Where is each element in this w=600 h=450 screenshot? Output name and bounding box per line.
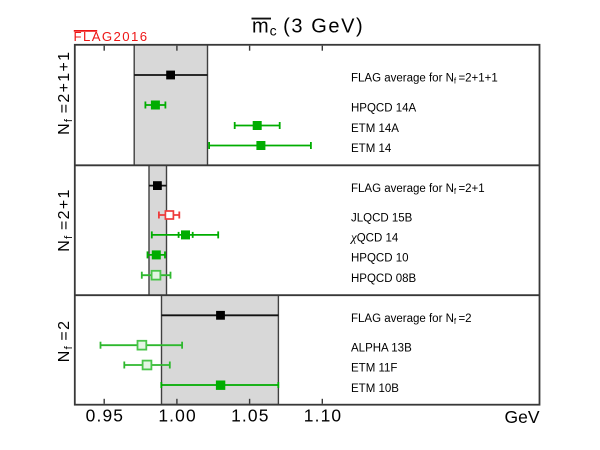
svg-text:Nf =2+1: Nf =2+1	[56, 188, 75, 251]
svg-text:GeV: GeV	[504, 407, 539, 427]
svg-text:0.95: 0.95	[86, 406, 124, 426]
svg-text:Nf =2: Nf =2	[56, 320, 75, 363]
svg-text:mc (3 GeV): mc (3 GeV)	[252, 16, 364, 39]
svg-text:Nf =2+1+1: Nf =2+1+1	[56, 51, 75, 135]
svg-text:FLAG2016: FLAG2016	[74, 29, 149, 44]
svg-text:ALPHA 13B: ALPHA 13B	[351, 343, 412, 355]
svg-text:HPQCD 08B: HPQCD 08B	[351, 273, 417, 285]
svg-text:FLAG average for Nf =2+1: FLAG average for Nf =2+1	[351, 183, 485, 196]
svg-text:1.00: 1.00	[158, 406, 196, 426]
svg-text:ETM 10B: ETM 10B	[351, 383, 399, 395]
svg-text:HPQCD 10: HPQCD 10	[351, 253, 409, 265]
svg-text:FLAG average for Nf =2+1+1: FLAG average for Nf =2+1+1	[351, 73, 498, 86]
svg-text:JLQCD 15B: JLQCD 15B	[351, 213, 413, 225]
svg-text:ETM 11F: ETM 11F	[351, 363, 397, 375]
svg-text:1.05: 1.05	[231, 406, 269, 426]
svg-text:χQCD 14: χQCD 14	[349, 230, 399, 245]
svg-text:ETM 14: ETM 14	[351, 143, 392, 155]
svg-text:1.10: 1.10	[304, 406, 342, 426]
svg-text:ETM 14A: ETM 14A	[351, 123, 399, 135]
svg-text:HPQCD 14A: HPQCD 14A	[351, 103, 417, 115]
svg-text:FLAG average for Nf =2: FLAG average for Nf =2	[351, 313, 472, 326]
